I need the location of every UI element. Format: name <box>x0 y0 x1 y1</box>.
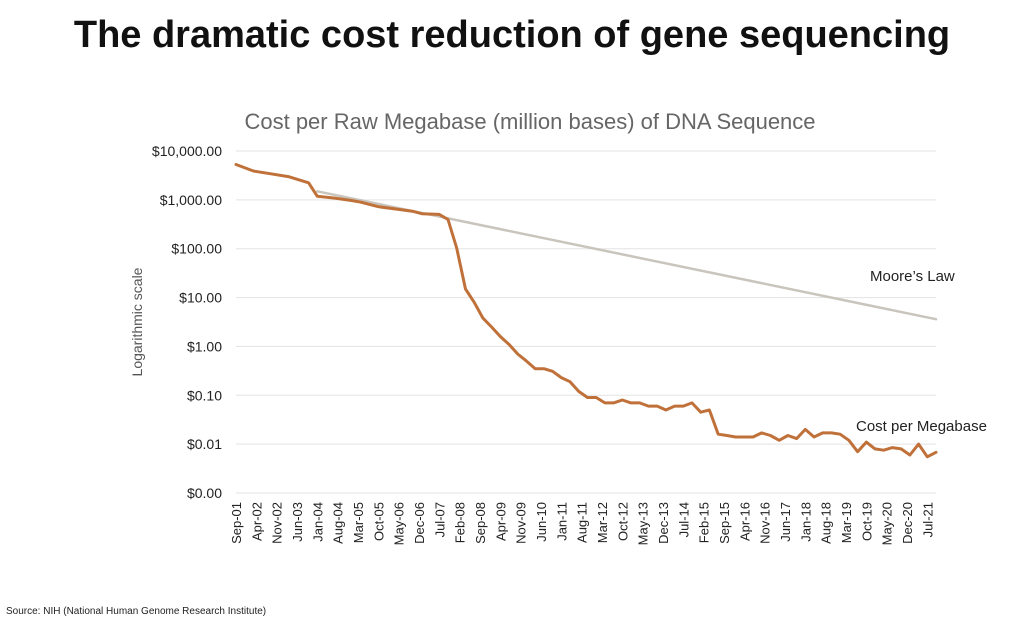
x-tick-label: Feb-08 <box>453 502 468 543</box>
x-tick-label: Aug-18 <box>819 502 834 544</box>
x-tick-label: Apr-16 <box>737 502 752 541</box>
series-line-cost-per-megabase <box>234 163 938 459</box>
x-tick-label: Dec-13 <box>656 502 671 544</box>
x-tick-label: Sep-15 <box>717 502 732 544</box>
x-tick-label: Apr-02 <box>249 502 264 541</box>
x-tick-label: Sep-01 <box>229 502 244 544</box>
x-tick-label: Dec-06 <box>412 502 427 544</box>
series-lines <box>234 163 938 459</box>
source-note: Source: NIH (National Human Genome Resea… <box>6 606 267 617</box>
x-tick-label: Jun-03 <box>290 502 305 542</box>
x-tick-label: Jun-10 <box>534 502 549 542</box>
x-tick-labels: Sep-01 Apr-02 Nov-02 Jun-03 Jan-04 Aug-04 Mar-… <box>229 502 935 545</box>
x-tick-label: Mar-12 <box>595 502 610 543</box>
series-label-moores-law: Moore’s Law <box>870 268 955 285</box>
x-tick-label: May-13 <box>636 502 651 545</box>
page-title: The dramatic cost reduction of gene sequ… <box>73 14 951 56</box>
y-tick-label: $0.10 <box>187 387 222 403</box>
y-tick-label: $10.00 <box>179 290 222 306</box>
y-tick-label: $0.00 <box>187 485 222 501</box>
x-tick-label: May-06 <box>392 502 407 545</box>
x-tick-label: Mar-05 <box>351 502 366 543</box>
series-label-cost-per-megabase: Cost per Megabase <box>856 418 987 435</box>
x-tick-label: Oct-05 <box>371 502 386 541</box>
x-tick-label: Mar-19 <box>839 502 854 543</box>
y-tick-label: $0.01 <box>187 436 222 452</box>
y-tick-labels: $10,000.00 $1,000.00 $100.00 $10.00 $1.00 $0.… <box>152 143 222 501</box>
x-tick-label: Oct-19 <box>859 502 874 541</box>
y-tick-label: $1,000.00 <box>160 192 222 208</box>
grid-lines <box>236 150 936 494</box>
chart-title: Cost per Raw Megabase (million bases) of… <box>244 109 815 134</box>
x-tick-label: Dec-20 <box>900 502 915 544</box>
y-axis-label: Logarithmic scale <box>129 267 145 376</box>
x-tick-label: Aug-11 <box>575 502 590 543</box>
x-tick-label: Jul-14 <box>676 502 691 537</box>
x-tick-label: Nov-02 <box>270 502 285 544</box>
x-tick-label: Jul-07 <box>432 502 447 537</box>
x-tick-label: Sep-08 <box>473 502 488 544</box>
y-tick-label: $100.00 <box>171 241 222 257</box>
x-tick-label: Jan-04 <box>310 502 325 542</box>
x-tick-label: May-20 <box>880 502 895 545</box>
x-tick-label: Oct-12 <box>615 502 630 541</box>
x-tick-label: Jun-17 <box>778 502 793 542</box>
y-tick-label: $1.00 <box>187 338 222 354</box>
x-tick-label: Jan-11 <box>554 502 569 541</box>
y-tick-label: $10,000.00 <box>152 143 222 159</box>
x-tick-label: Nov-16 <box>758 502 773 544</box>
x-tick-label: Aug-04 <box>331 502 346 544</box>
x-tick-label: Apr-09 <box>493 502 508 541</box>
x-tick-label: Jul-21 <box>920 502 935 537</box>
x-tick-label: Nov-09 <box>514 502 529 544</box>
x-tick-label: Feb-15 <box>697 502 712 543</box>
x-tick-label: Jan-18 <box>798 502 813 542</box>
